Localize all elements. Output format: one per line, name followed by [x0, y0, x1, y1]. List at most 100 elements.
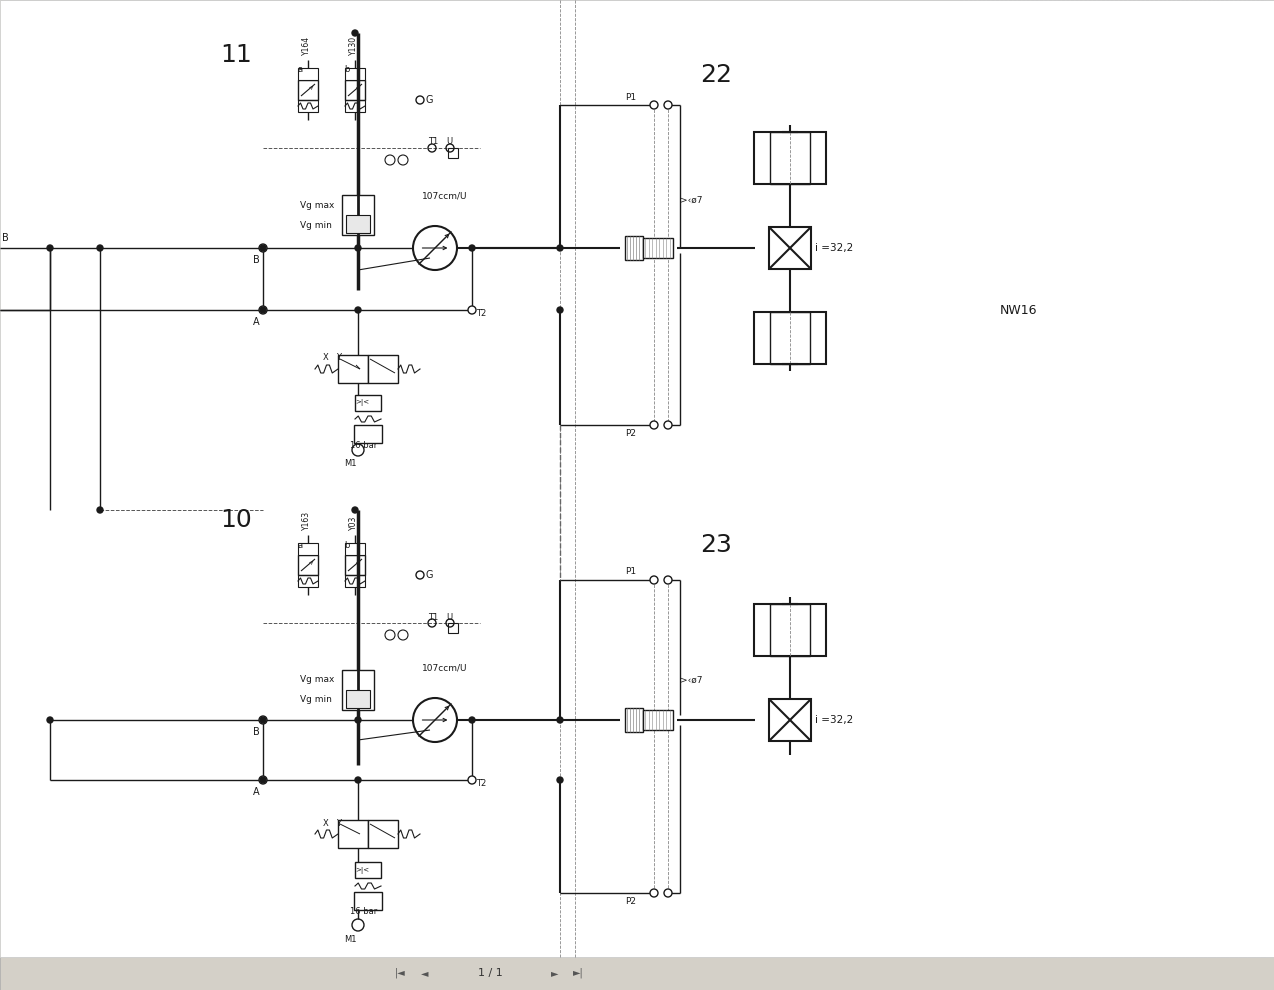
Bar [368, 355, 397, 383]
Bar [270, 33, 480, 178]
Text: 16 bar: 16 bar [350, 441, 377, 449]
Circle shape [650, 889, 657, 897]
Bar [754, 132, 826, 184]
Bar [961, 0, 1265, 957]
Circle shape [259, 776, 268, 784]
Circle shape [259, 716, 268, 724]
Circle shape [468, 776, 476, 784]
Text: 16 bar: 16 bar [350, 908, 377, 917]
Text: P1: P1 [626, 92, 636, 102]
Circle shape [557, 245, 563, 251]
Circle shape [355, 777, 361, 783]
Text: U: U [446, 613, 452, 622]
Text: b: b [345, 541, 350, 549]
Text: M1: M1 [344, 459, 357, 468]
Bar [643, 238, 673, 258]
Bar [615, 555, 945, 925]
Bar [341, 195, 375, 235]
Circle shape [664, 101, 671, 109]
Circle shape [47, 245, 54, 251]
Circle shape [650, 576, 657, 584]
Text: a: a [298, 541, 303, 549]
Text: >‹ø7: >‹ø7 [680, 195, 702, 205]
Circle shape [557, 307, 563, 313]
Circle shape [469, 717, 475, 723]
Bar [771, 604, 810, 656]
Bar [298, 68, 318, 80]
Circle shape [260, 777, 266, 783]
Bar [448, 623, 457, 633]
Text: a: a [298, 65, 303, 74]
Bar [769, 227, 812, 269]
Circle shape [650, 101, 657, 109]
Text: 107ccm/U: 107ccm/U [422, 663, 468, 672]
Circle shape [355, 717, 361, 723]
Bar [771, 132, 810, 184]
Circle shape [97, 507, 103, 513]
Text: 107ccm/U: 107ccm/U [422, 191, 468, 201]
Circle shape [260, 717, 266, 723]
Circle shape [47, 717, 54, 723]
Bar [298, 100, 318, 112]
Bar [262, 510, 483, 930]
Bar [368, 820, 397, 848]
Text: 11: 11 [220, 43, 252, 67]
Text: Vg min: Vg min [299, 221, 331, 230]
Text: G: G [426, 570, 433, 580]
Text: M1: M1 [344, 935, 357, 943]
Bar [754, 312, 826, 364]
Text: 23: 23 [699, 533, 731, 557]
Bar [771, 312, 810, 364]
Bar [345, 100, 364, 112]
Bar [354, 425, 382, 443]
Bar [298, 555, 318, 575]
Text: b: b [345, 65, 350, 74]
Bar [345, 68, 364, 80]
Text: Y163: Y163 [302, 511, 311, 530]
Circle shape [469, 245, 475, 251]
Text: U: U [446, 138, 452, 147]
Circle shape [650, 421, 657, 429]
Text: X: X [324, 353, 329, 362]
Bar [448, 148, 457, 158]
Bar [262, 33, 483, 453]
Bar [626, 236, 643, 260]
Text: ►|: ►| [572, 968, 583, 978]
Text: T1: T1 [428, 138, 438, 147]
Bar [615, 80, 945, 460]
Circle shape [259, 244, 268, 252]
Bar [345, 543, 364, 555]
Bar [315, 795, 485, 925]
Circle shape [355, 307, 361, 313]
Bar [355, 862, 381, 878]
Text: 10: 10 [220, 508, 252, 532]
Bar [347, 215, 369, 233]
Circle shape [468, 306, 476, 314]
Bar [347, 690, 369, 708]
Circle shape [664, 421, 671, 429]
Text: Vg min: Vg min [299, 696, 331, 705]
Circle shape [259, 306, 268, 314]
Circle shape [97, 245, 103, 251]
Circle shape [557, 777, 563, 783]
Text: B: B [252, 727, 260, 737]
Circle shape [260, 245, 266, 251]
Text: Y130: Y130 [349, 36, 358, 55]
Bar [643, 710, 673, 730]
Bar [345, 80, 364, 100]
Bar [338, 355, 368, 383]
Text: T2: T2 [476, 778, 487, 787]
Text: i =32,2: i =32,2 [815, 243, 854, 253]
Text: P2: P2 [626, 897, 636, 906]
Text: B: B [252, 255, 260, 265]
Circle shape [557, 717, 563, 723]
Circle shape [260, 307, 266, 313]
Text: 1 / 1: 1 / 1 [478, 968, 502, 978]
Bar [341, 670, 375, 710]
Bar [355, 395, 381, 411]
Text: >|<: >|< [355, 866, 369, 873]
Bar [345, 575, 364, 587]
Bar [345, 555, 364, 575]
Text: T2: T2 [476, 309, 487, 318]
Text: P1: P1 [626, 567, 636, 576]
